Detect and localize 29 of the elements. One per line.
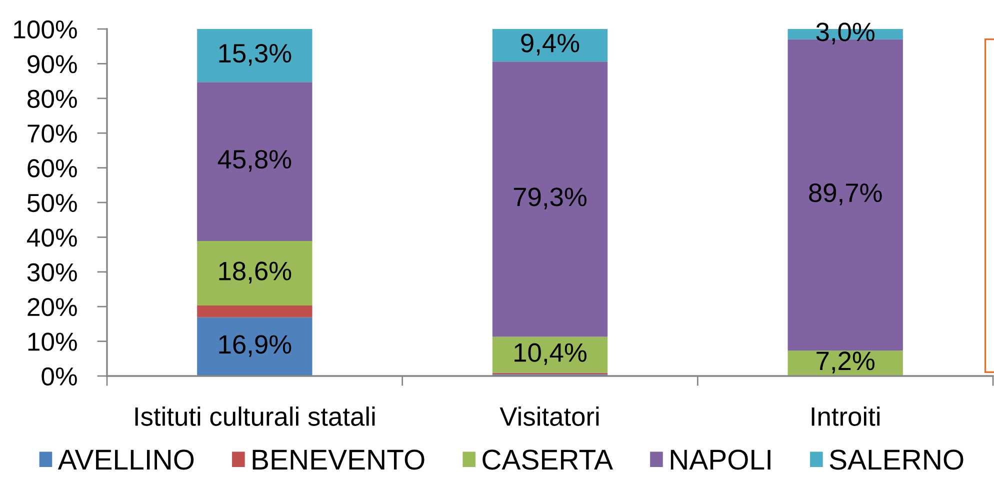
- y-tick-label: 30%: [27, 263, 77, 282]
- x-tick-label: Istituti culturali statali: [135, 406, 375, 426]
- data-label: 15,3%: [219, 44, 292, 66]
- data-label: 16,9%: [219, 335, 292, 357]
- y-tick-label: 40%: [27, 228, 77, 247]
- data-label: 9,4%: [521, 34, 580, 56]
- data-label: 7,2%: [816, 352, 874, 374]
- data-label: 79,3%: [514, 188, 586, 210]
- data-label: 45,8%: [218, 150, 292, 172]
- y-tick-label: 80%: [28, 90, 77, 108]
- y-tick-label: 10%: [28, 332, 77, 351]
- y-tick-label: 100%: [14, 20, 77, 39]
- y-tick-label: 90%: [28, 55, 77, 74]
- legend-label: AVELLINO: [58, 450, 194, 470]
- y-tick-label: 20%: [28, 298, 77, 316]
- y-tick-label: 50%: [27, 194, 77, 212]
- data-label: 18,6%: [219, 262, 292, 284]
- x-tick-label: Introiti: [812, 406, 880, 426]
- y-tick-label: 70%: [28, 124, 77, 143]
- legend-label: CASERTA: [482, 450, 613, 470]
- legend-label: BENEVENTO: [252, 450, 424, 470]
- legend-label: SALERNO: [830, 450, 964, 470]
- y-tick-label: 0%: [42, 367, 77, 386]
- legend-label: NAPOLI: [670, 450, 770, 470]
- y-tick-label: 60%: [28, 159, 77, 178]
- data-label: 3,0%: [816, 22, 874, 44]
- data-label: 89,7%: [809, 183, 882, 206]
- data-label: 10,4%: [514, 343, 586, 366]
- x-tick-label: Visitatori: [500, 406, 599, 426]
